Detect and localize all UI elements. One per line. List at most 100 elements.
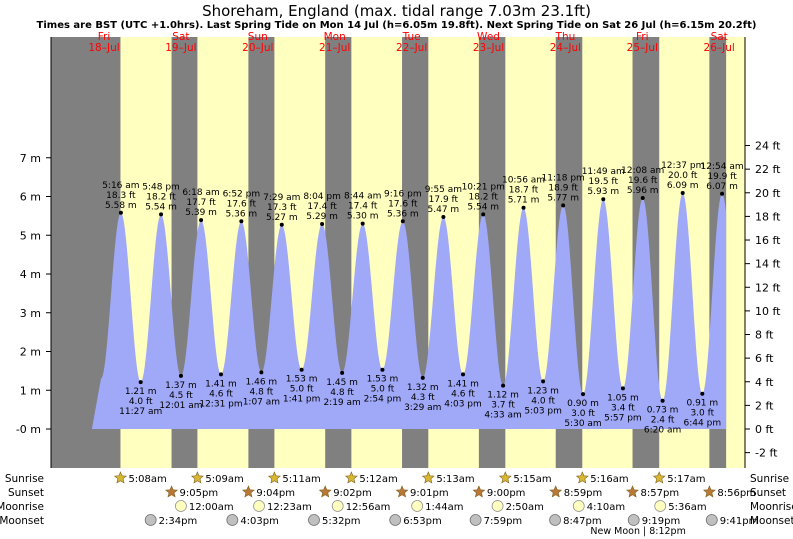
- left-tick-label: 2 m: [20, 346, 41, 359]
- tide-m-label: 1.41 m: [447, 379, 479, 389]
- moonrise-icon: [253, 500, 265, 512]
- right-tick-label: 20 ft: [755, 187, 781, 200]
- day-label-date: 20–Jul: [242, 42, 273, 54]
- tide-point: [360, 221, 365, 226]
- moonrise-icon: [572, 500, 585, 512]
- day-label-date: 19–Jul: [165, 42, 196, 54]
- chart-title: Shoreham, England (max. tidal range 7.03…: [202, 2, 591, 20]
- moonset-icon: [627, 514, 640, 526]
- tide-m-label: 5.71 m: [508, 196, 540, 206]
- sunset-label: 9:04pm: [256, 488, 295, 499]
- tide-point: [720, 191, 725, 196]
- tide-time-label: 2:19 am: [323, 398, 360, 408]
- sunrise-label: 5:09am: [205, 474, 243, 485]
- moonset-icon: [308, 514, 320, 526]
- right-tick-label: 24 ft: [755, 140, 781, 153]
- tide-point: [521, 205, 526, 210]
- tide-ft-label: 19.5 ft: [589, 177, 619, 187]
- moonrise-icon: [654, 500, 667, 512]
- right-tick-label: 14 ft: [755, 258, 781, 271]
- tide-ft-label: 18.2 ft: [468, 192, 498, 202]
- tide-m-label: 1.53 m: [367, 375, 399, 385]
- tide-ft-label: 4.5 ft: [169, 391, 193, 401]
- moonset-icon: [705, 514, 718, 526]
- moonrise-label: 12:00am: [189, 502, 234, 513]
- tide-ft-label: 17.4 ft: [307, 202, 337, 212]
- tide-point: [239, 219, 244, 224]
- sunset-icon: [165, 485, 179, 498]
- tide-ft-label: 3.4 ft: [611, 403, 635, 413]
- tide-time-label: 6:44 pm: [684, 419, 722, 429]
- sunrise-icon: [652, 471, 666, 484]
- tide-point: [138, 380, 143, 385]
- right-tick-label: 0 ft: [755, 423, 774, 436]
- moonrise-icon: [491, 500, 504, 512]
- sunset-label: 9:02pm: [333, 488, 372, 499]
- right-tick-label: 2 ft: [755, 399, 774, 412]
- tide-time-label: 3:29 am: [404, 403, 441, 413]
- right-tick-label: 22 ft: [755, 163, 781, 176]
- tide-point: [541, 379, 546, 384]
- tide-point: [178, 373, 183, 378]
- tide-ft-label: 4.0 ft: [129, 397, 153, 407]
- sunset-label: 9:01pm: [410, 488, 449, 499]
- moonrise-label: 5:36am: [668, 502, 706, 513]
- sunrise-icon: [267, 471, 281, 484]
- left-tick-label: 7 m: [20, 152, 41, 165]
- tide-time-label: 2:54 pm: [364, 395, 402, 405]
- tide-time-label: 6:18 am: [182, 188, 219, 198]
- day-label-dow: Thu: [555, 31, 576, 43]
- tide-time-label: 6:20 am: [644, 426, 681, 436]
- row-label-left-sunset: Sunset: [8, 487, 44, 499]
- moonset-label: 4:03pm: [240, 516, 279, 527]
- sunrise-label: 5:12am: [359, 474, 397, 485]
- tide-ft-label: 18.3 ft: [106, 191, 136, 201]
- day-label-dow: Sat: [172, 31, 189, 43]
- tide-m-label: 5.54 m: [145, 202, 177, 212]
- moonrise-label: 1:44am: [425, 502, 463, 513]
- right-tick-label: 6 ft: [755, 352, 774, 365]
- tide-point: [581, 392, 586, 397]
- tide-time-label: 11:27 am: [119, 407, 162, 417]
- sunrise-label: 5:13am: [436, 474, 474, 485]
- tide-time-label: 5:30 am: [564, 419, 601, 429]
- tide-ft-label: 17.4 ft: [348, 202, 378, 212]
- tide-ft-label: 17.6 ft: [388, 199, 418, 209]
- moonset-label: 9:41pm: [720, 516, 759, 527]
- tide-time-label: 5:57 pm: [604, 413, 642, 423]
- sunrise-label: 5:11am: [282, 474, 320, 485]
- moonset-label: 6:53pm: [403, 516, 442, 527]
- tide-time-label: 9:55 am: [425, 185, 462, 195]
- moonrise-icon: [411, 500, 424, 512]
- moonset-icon: [549, 514, 561, 526]
- tide-ft-label: 4.8 ft: [330, 388, 354, 398]
- left-tick-label: 6 m: [20, 191, 41, 204]
- tide-m-label: 1.32 m: [407, 383, 439, 393]
- sunrise-icon: [190, 471, 204, 484]
- tide-point: [501, 383, 506, 388]
- tide-ft-label: 4.8 ft: [250, 387, 274, 397]
- day-label-date: 25–Jul: [627, 42, 658, 54]
- moonset-label: 2:34pm: [159, 516, 198, 527]
- moonset-label: 5:32pm: [322, 516, 361, 527]
- row-label-right-sunset: Sunset: [750, 487, 786, 499]
- moonset-icon: [389, 514, 402, 526]
- moonset-label: 8:47pm: [563, 516, 602, 527]
- left-tick-label: 3 m: [20, 307, 41, 320]
- tide-time-label: 8:04 pm: [303, 192, 341, 202]
- tide-time-label: 4:33 am: [484, 411, 521, 421]
- tide-point: [340, 370, 345, 375]
- sunset-icon: [549, 485, 563, 498]
- right-tick-label: 8 ft: [755, 329, 774, 342]
- tide-m-label: 5.58 m: [105, 201, 137, 211]
- tide-point: [380, 367, 385, 372]
- sun-moon-events: Sunrise Sunrise Sunset Sunset Moonrise Moonri…: [0, 471, 793, 537]
- day-label-date: 26–Jul: [704, 42, 735, 54]
- tide-ft-label: 18.7 ft: [509, 186, 539, 196]
- tide-ft-label: 17.3 ft: [267, 203, 297, 213]
- tide-point: [118, 210, 123, 215]
- tide-ft-label: 17.7 ft: [186, 198, 216, 208]
- sunrise-label: 5:16am: [590, 474, 628, 485]
- tide-time-label: 10:56 am: [502, 176, 545, 186]
- day-label-date: 18–Jul: [88, 42, 119, 54]
